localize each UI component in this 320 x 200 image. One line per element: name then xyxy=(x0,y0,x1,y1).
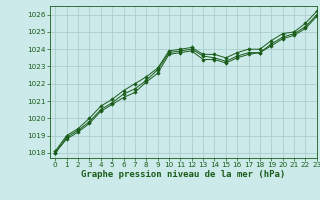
X-axis label: Graphe pression niveau de la mer (hPa): Graphe pression niveau de la mer (hPa) xyxy=(81,170,285,179)
